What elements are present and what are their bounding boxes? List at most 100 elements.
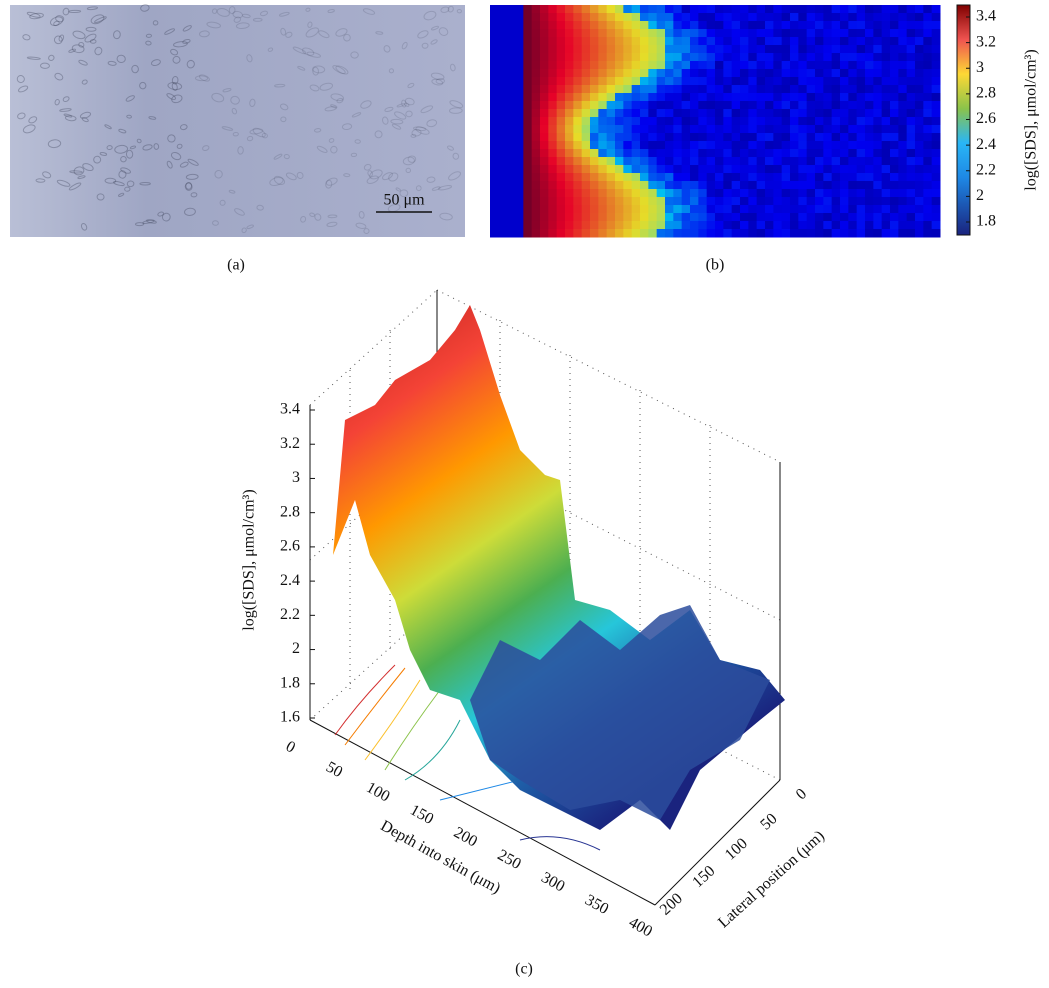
heat-cell: [865, 213, 874, 222]
heat-cell: [731, 133, 741, 142]
heat-cell: [506, 21, 516, 30]
heat-cell: [665, 13, 674, 22]
heat-cell: [790, 77, 799, 86]
cell: [426, 119, 438, 128]
heat-cell: [898, 93, 908, 102]
heat-cell: [648, 197, 658, 206]
cell: [86, 6, 99, 11]
heat-cell: [648, 125, 658, 134]
heat-cell: [515, 109, 524, 118]
heat-cell: [881, 109, 891, 118]
heat-cell: [490, 109, 499, 118]
cell: [382, 172, 393, 181]
heat-cell: [823, 205, 833, 214]
heat-cell: [506, 29, 516, 38]
heat-cell: [490, 45, 499, 54]
heat-cell: [856, 53, 866, 62]
heat-cell: [631, 85, 641, 94]
heat-cell: [931, 173, 941, 182]
heat-cell: [573, 213, 583, 222]
heat-cell: [498, 221, 508, 230]
heat-cell: [615, 21, 624, 30]
heat-cell: [790, 149, 799, 158]
heat-cell: [598, 53, 608, 62]
heat-cell: [665, 165, 674, 174]
heat-cell: [915, 5, 924, 14]
heat-cell: [581, 69, 591, 78]
heat-cell: [873, 149, 883, 158]
heat-cell: [665, 69, 674, 78]
heat-cell: [790, 117, 799, 126]
heat-cell: [515, 157, 524, 166]
heat-cell: [856, 125, 866, 134]
heat-cell: [698, 45, 708, 54]
heat-cell: [573, 173, 583, 182]
heat-cell: [623, 133, 633, 142]
heat-cell: [865, 181, 874, 190]
heat-cell: [798, 165, 808, 174]
heat-cell: [548, 85, 558, 94]
heat-cell: [665, 117, 674, 126]
heat-cell: [673, 109, 683, 118]
heat-cell: [806, 85, 816, 94]
heat-cell: [781, 157, 791, 166]
heat-cell: [690, 93, 699, 102]
heat-cell: [881, 205, 891, 214]
heat-cell: [623, 29, 633, 38]
heat-cell: [540, 85, 549, 94]
heat-cell: [798, 13, 808, 22]
heat-cell: [706, 173, 716, 182]
heat-cell: [881, 69, 891, 78]
heat-cell: [498, 229, 508, 238]
heat-cell: [723, 213, 733, 222]
cell: [309, 84, 320, 92]
heat-cell: [581, 165, 591, 174]
heat-cell: [690, 197, 699, 206]
heat-cell: [648, 221, 658, 230]
heat-cell: [723, 157, 733, 166]
cell: [285, 31, 293, 38]
heat-cell: [731, 13, 741, 22]
colorbar-tick-label: 2: [976, 187, 984, 204]
heat-cell: [856, 149, 866, 158]
cell: [167, 134, 176, 143]
heat-cell: [890, 69, 899, 78]
heat-cell: [640, 117, 649, 126]
cell: [212, 220, 219, 226]
cell: [125, 95, 135, 102]
heat-cell: [631, 141, 641, 150]
heat-cell: [531, 37, 541, 46]
heat-cell: [856, 141, 866, 150]
heat-cell: [590, 13, 599, 22]
z-tick-label: 3.4: [280, 401, 300, 418]
heat-cell: [831, 221, 841, 230]
heat-cell: [798, 173, 808, 182]
heat-cell: [706, 61, 716, 70]
heat-cell: [723, 93, 733, 102]
heat-cell: [690, 173, 699, 182]
heat-cell: [640, 13, 649, 22]
heat-cell: [665, 21, 674, 30]
heat-cell: [856, 45, 866, 54]
heat-cell: [740, 109, 749, 118]
heat-cell: [765, 181, 774, 190]
colorbar-ticks: 1.822.22.42.62.833.23.4: [966, 8, 996, 230]
heat-cell: [765, 205, 774, 214]
heat-cell: [865, 53, 874, 62]
heat-cell: [731, 109, 741, 118]
cell: [448, 107, 463, 114]
heat-cell: [590, 53, 599, 62]
heat-cell: [581, 101, 591, 110]
heat-cell: [673, 45, 683, 54]
heat-cell: [848, 61, 858, 70]
heat-cell: [806, 109, 816, 118]
cell: [211, 8, 218, 14]
heat-cell: [706, 157, 716, 166]
cell: [405, 110, 413, 118]
cell: [94, 46, 103, 56]
heat-cell: [715, 229, 724, 238]
heat-cell: [798, 197, 808, 206]
heat-cell: [581, 5, 591, 14]
heat-cell: [723, 125, 733, 134]
heat-cell: [590, 197, 599, 206]
